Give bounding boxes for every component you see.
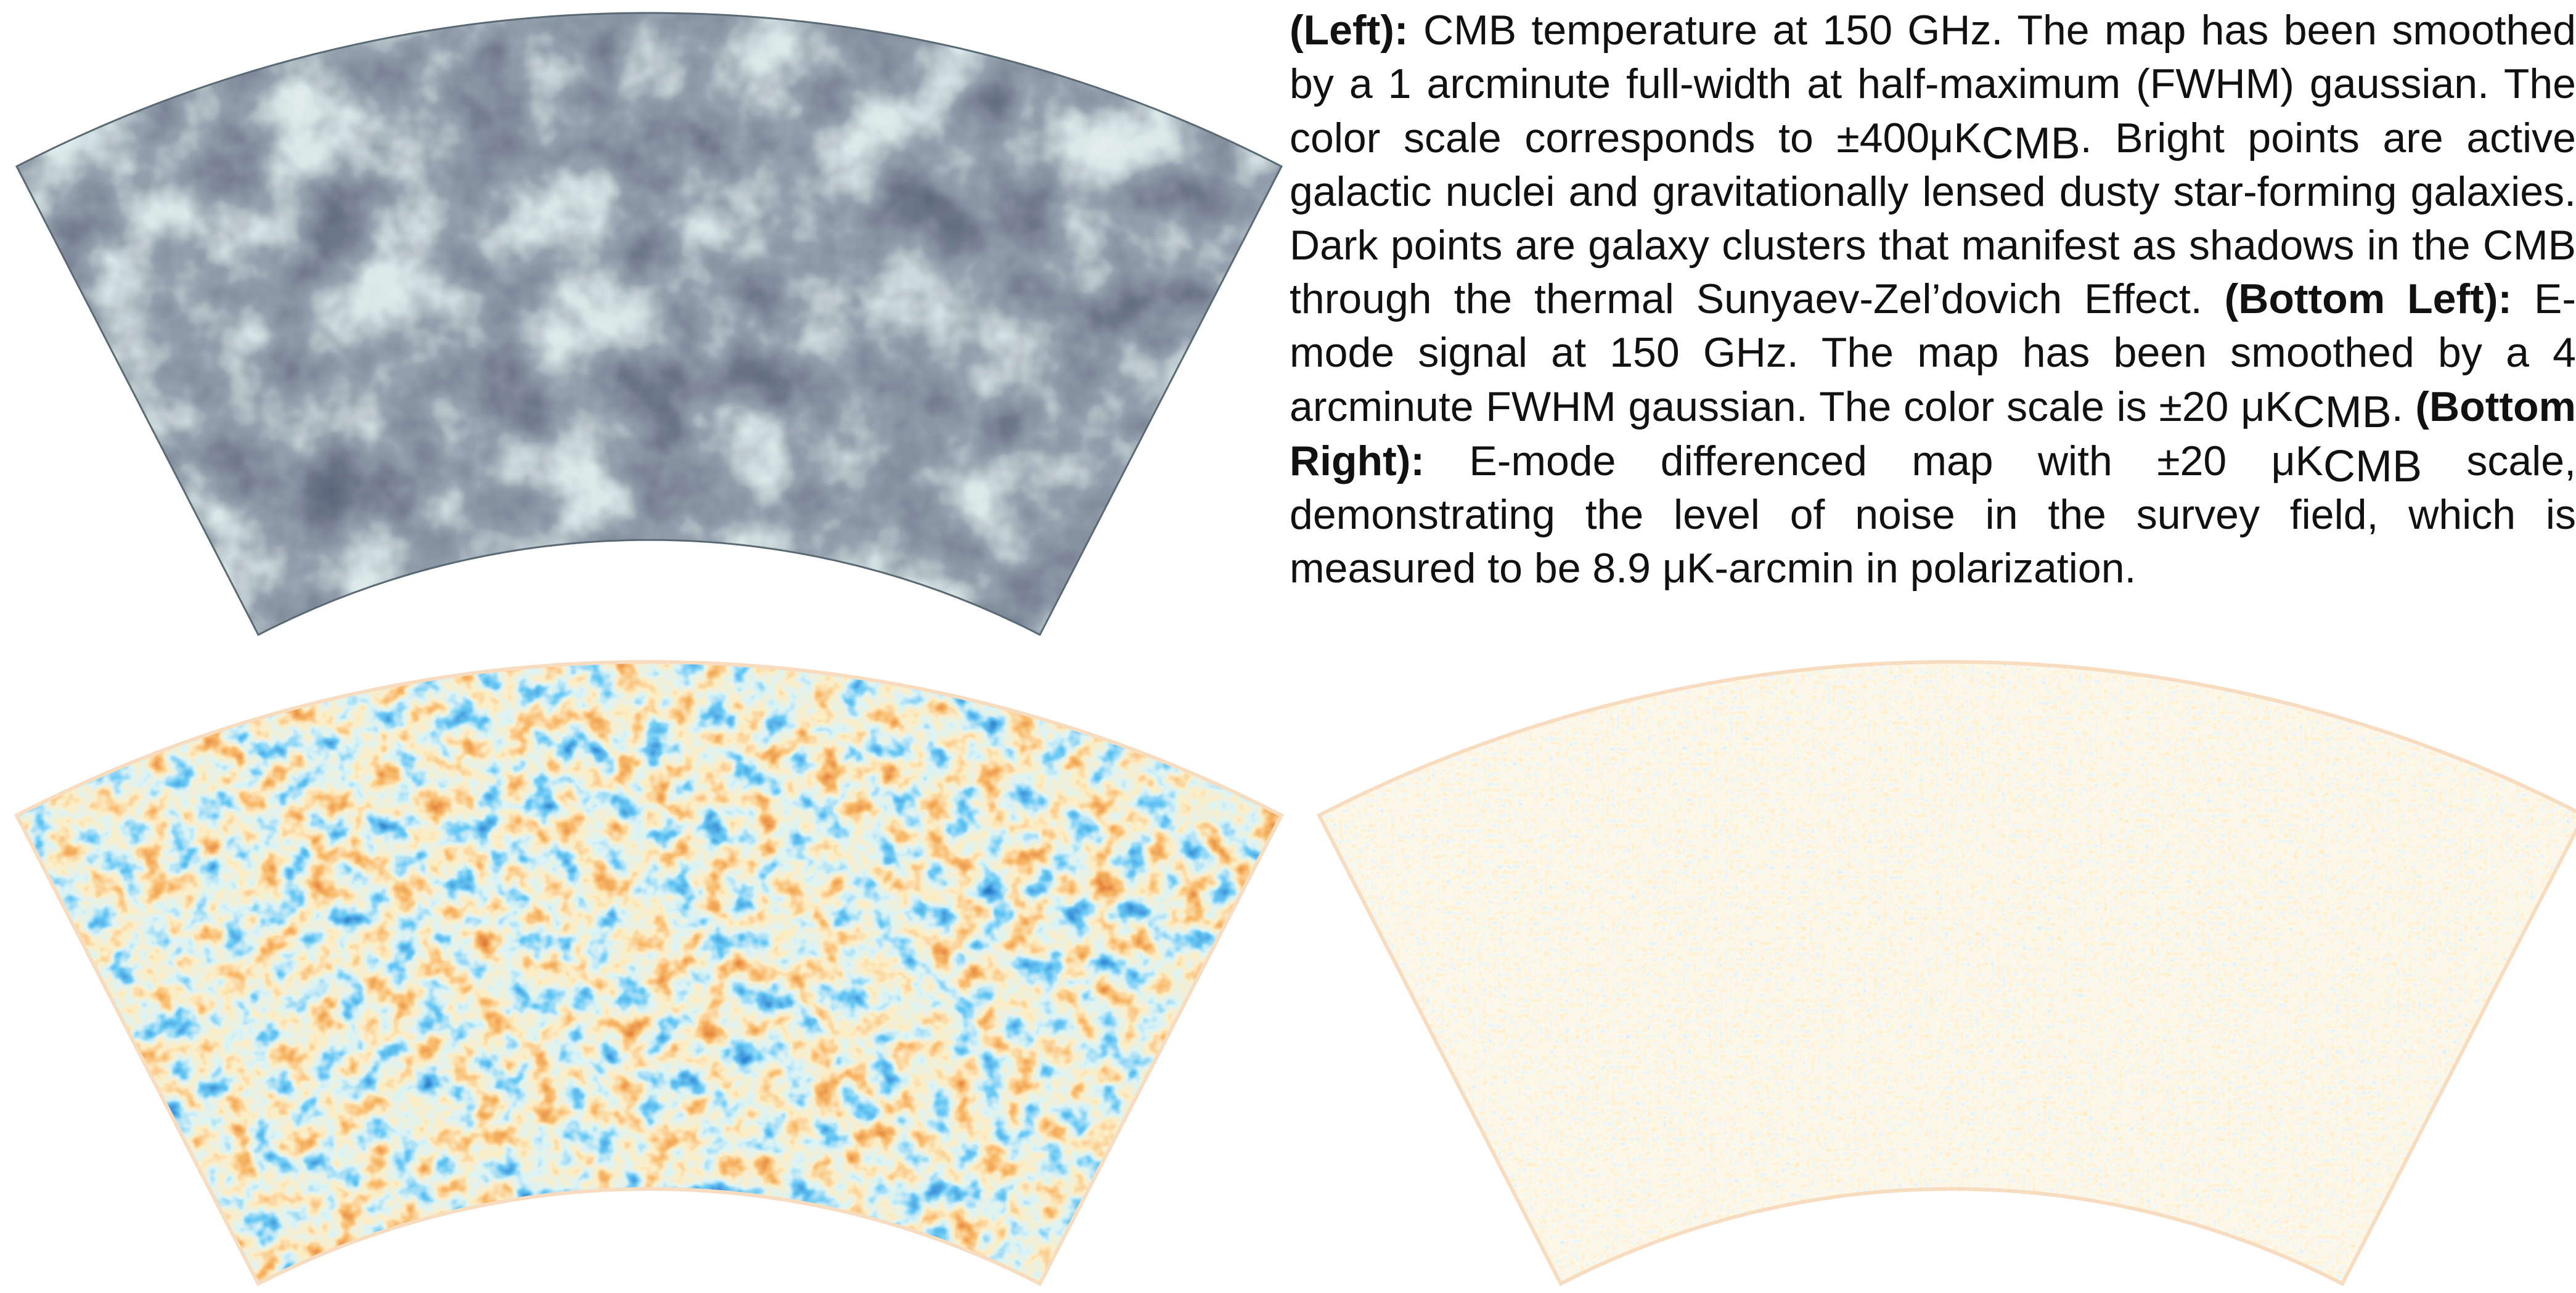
temperature-texture xyxy=(0,0,1301,653)
caption-text: . xyxy=(2392,383,2416,430)
temperature-map xyxy=(0,0,1301,653)
caption-subscript: CMB xyxy=(1982,119,2080,168)
emode-map xyxy=(0,649,1301,1293)
caption-label: (Left): xyxy=(1290,7,1409,54)
caption-text: E-mode differenced map with ±20 μK xyxy=(1425,438,2323,484)
emode-texture xyxy=(0,649,1301,1293)
page-body: (Left): CMB temperature at 150 GHz. The … xyxy=(0,0,2576,1293)
caption-subscript: CMB xyxy=(2323,442,2422,491)
difference-map xyxy=(1302,649,2576,1293)
caption-subscript: CMB xyxy=(2293,388,2392,437)
caption: (Left): CMB temperature at 150 GHz. The … xyxy=(1290,4,2576,595)
caption-label: (Bottom Left): xyxy=(2225,275,2512,322)
difference-texture xyxy=(1302,649,2576,1293)
page: CMB maps figure {"caption": { "left": {"… xyxy=(0,0,2576,1293)
